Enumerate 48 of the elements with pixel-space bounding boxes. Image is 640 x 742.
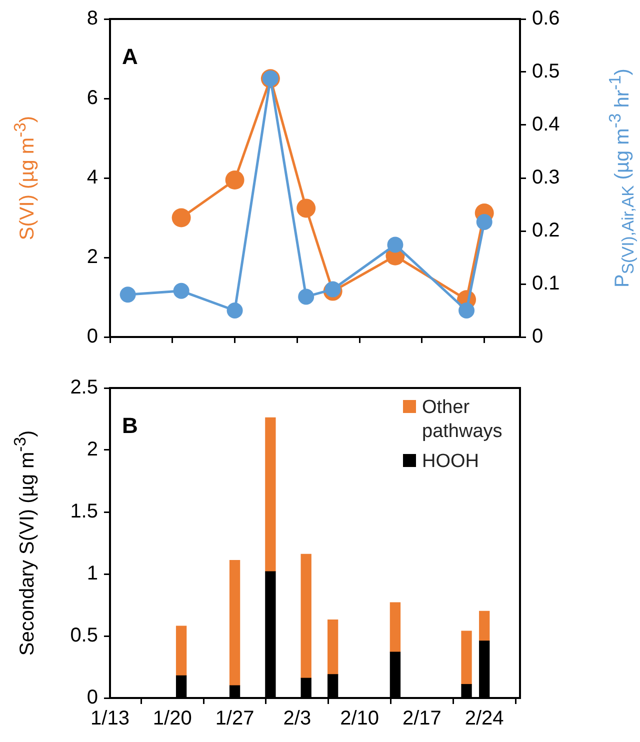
point bbox=[120, 286, 136, 303]
point bbox=[225, 170, 244, 190]
y-tick-label: 1.5 bbox=[70, 500, 98, 523]
bar bbox=[479, 610, 490, 642]
x-tick-label: 2/10 bbox=[340, 708, 380, 730]
y-tick-label: 4 bbox=[86, 166, 98, 189]
bar bbox=[327, 620, 338, 675]
y-tick-label: 8 bbox=[86, 8, 98, 30]
bar bbox=[176, 626, 187, 676]
annotation: A bbox=[122, 44, 138, 70]
x-tick-label: 1/20 bbox=[152, 708, 192, 730]
x-tick-label: 2/3 bbox=[283, 708, 312, 730]
point bbox=[458, 302, 475, 318]
bar bbox=[265, 417, 276, 572]
bar bbox=[390, 602, 401, 652]
y2-tick-label: 0.2 bbox=[532, 220, 560, 242]
point bbox=[296, 198, 316, 218]
legend-label: HOOH bbox=[422, 450, 479, 474]
point bbox=[324, 281, 341, 298]
y-tick-label: 2.5 bbox=[70, 376, 98, 399]
y-tick-label: 6 bbox=[86, 87, 98, 110]
y2-tick-label: 0.6 bbox=[532, 8, 560, 30]
point bbox=[173, 282, 190, 299]
point bbox=[226, 302, 243, 318]
point bbox=[476, 214, 492, 230]
point bbox=[172, 208, 191, 228]
y2-tick-label: 0.5 bbox=[532, 60, 560, 83]
y-tick-label: 1 bbox=[86, 562, 98, 585]
bar bbox=[461, 630, 472, 685]
x-tick-label: 1/13 bbox=[90, 708, 130, 730]
y-tick-label: 0 bbox=[86, 686, 98, 709]
point bbox=[387, 236, 404, 253]
y2-tick-label: 0 bbox=[532, 326, 544, 348]
y-tick-label: 2 bbox=[86, 438, 98, 461]
x-tick-label: 2/24 bbox=[464, 708, 504, 730]
y-tick-label: 0 bbox=[86, 326, 98, 348]
annotation: B bbox=[122, 413, 138, 438]
y2-tick-label: 0.3 bbox=[532, 166, 560, 189]
y-tick-label: 0.5 bbox=[70, 624, 98, 647]
x-tick-label: 2/17 bbox=[402, 708, 442, 730]
point bbox=[298, 288, 314, 305]
legend-label: Other pathways bbox=[422, 396, 504, 444]
bar bbox=[300, 554, 312, 678]
x-tick-label: 1/27 bbox=[215, 708, 254, 730]
bar bbox=[229, 560, 240, 686]
y-tick-label: 2 bbox=[86, 246, 98, 268]
y2-tick-label: 0.1 bbox=[532, 272, 560, 295]
y2-tick-label: 0.4 bbox=[532, 114, 560, 136]
